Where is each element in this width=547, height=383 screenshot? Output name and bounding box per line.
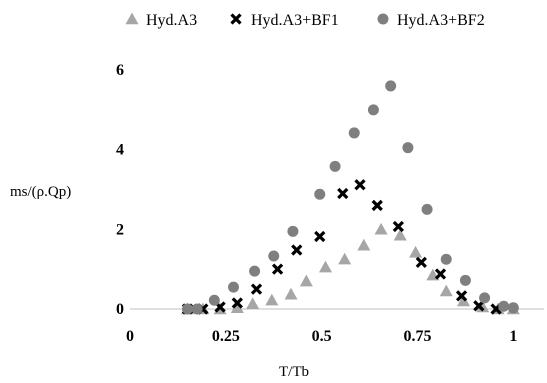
data-point bbox=[455, 290, 468, 302]
data-point bbox=[393, 228, 407, 241]
data-point bbox=[268, 250, 280, 262]
data-point bbox=[246, 297, 260, 310]
x-tick-label: 0.5 bbox=[312, 328, 332, 345]
data-point bbox=[476, 300, 490, 313]
series-hyd-a3 bbox=[181, 222, 520, 315]
data-point bbox=[182, 303, 193, 315]
data-point bbox=[191, 303, 203, 315]
legend-entry-label: Hyd.A3+BF1 bbox=[251, 12, 339, 29]
data-point bbox=[314, 188, 326, 200]
data-point bbox=[459, 274, 471, 286]
y-axis-label: ms/(ρ.Qp) bbox=[10, 184, 71, 200]
data-point bbox=[337, 187, 349, 200]
axes: 0 0.25 0.5 0.75 1 0 2 4 6 T/Tb ms/(ρ.Qp) bbox=[10, 62, 544, 380]
data-point bbox=[319, 260, 332, 273]
x-tick-label: 0.75 bbox=[404, 328, 432, 345]
data-point bbox=[208, 294, 220, 306]
data-point bbox=[434, 268, 447, 280]
data-points bbox=[181, 80, 520, 315]
data-point bbox=[314, 230, 326, 243]
data-point bbox=[473, 300, 485, 312]
series-hyd-a3-bf2 bbox=[182, 80, 519, 315]
data-point bbox=[357, 238, 371, 251]
y-tick-label: 0 bbox=[116, 301, 124, 318]
data-point bbox=[402, 142, 414, 154]
series-hyd-a3-bf1 bbox=[181, 179, 502, 315]
x-tick-label: 1 bbox=[509, 328, 517, 345]
data-point bbox=[415, 256, 427, 269]
data-point bbox=[299, 274, 313, 287]
data-point bbox=[228, 281, 239, 293]
y-tick-label: 6 bbox=[116, 62, 124, 79]
data-point bbox=[371, 199, 383, 212]
x-tick-label: 0 bbox=[126, 328, 134, 345]
legend-marker bbox=[125, 12, 139, 25]
data-point bbox=[284, 287, 298, 300]
data-point bbox=[479, 292, 491, 304]
y-tick-label: 2 bbox=[116, 221, 124, 238]
data-point bbox=[440, 253, 452, 265]
legend-entry-label: Hyd.A3+BF2 bbox=[397, 12, 485, 29]
data-point bbox=[367, 104, 379, 116]
legend-entry-label: Hyd.A3 bbox=[146, 12, 197, 29]
data-point bbox=[421, 203, 433, 215]
data-point bbox=[231, 297, 243, 309]
data-point bbox=[457, 294, 470, 307]
data-point bbox=[348, 127, 360, 139]
data-point bbox=[265, 293, 279, 306]
legend-marker bbox=[230, 13, 242, 25]
data-point bbox=[392, 220, 404, 233]
data-point bbox=[329, 160, 341, 172]
x-axis-label: T/Tb bbox=[279, 364, 309, 380]
data-point bbox=[439, 284, 453, 297]
data-point bbox=[354, 179, 366, 191]
data-point bbox=[374, 222, 388, 235]
data-point bbox=[338, 252, 352, 265]
data-point bbox=[271, 263, 284, 275]
data-point bbox=[230, 301, 244, 314]
data-point bbox=[249, 265, 261, 277]
data-point bbox=[507, 302, 519, 314]
x-tick-label: 0.25 bbox=[212, 328, 240, 345]
data-point bbox=[409, 245, 423, 258]
data-point bbox=[385, 80, 397, 92]
legend: Hyd.A3 Hyd.A3+BF1 Hyd.A3+BF2 bbox=[125, 12, 485, 29]
data-point bbox=[287, 225, 299, 237]
legend-marker bbox=[377, 13, 389, 25]
data-point bbox=[291, 244, 303, 256]
data-point bbox=[250, 283, 263, 295]
data-point bbox=[498, 300, 510, 312]
y-tick-label: 4 bbox=[116, 142, 124, 159]
